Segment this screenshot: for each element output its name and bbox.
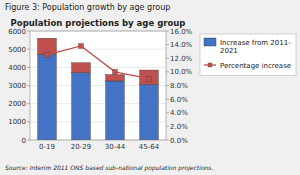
tick-label: 12.0%	[170, 55, 193, 63]
tick-label: 0	[22, 137, 26, 145]
tick-label: 6.0%	[170, 96, 188, 104]
source-note: Source: Interim 2011 ONS based sub-natio…	[5, 164, 213, 172]
bar	[38, 38, 57, 54]
tick-mark	[166, 58, 169, 59]
tick-mark	[27, 49, 30, 50]
legend-frame	[200, 34, 296, 76]
tick-mark	[27, 85, 30, 86]
bar	[72, 63, 91, 73]
bar	[106, 81, 125, 140]
tick-mark	[27, 31, 30, 32]
tick-mark	[166, 99, 169, 100]
tick-mark	[166, 85, 169, 86]
tick-mark	[27, 140, 30, 141]
figure-label: Figure 3: Population growth by age group	[5, 3, 170, 12]
tick-label: 8.0%	[170, 82, 188, 90]
line	[47, 46, 149, 79]
legend-label-line: Increase from 2011-	[220, 39, 291, 47]
legend-swatch	[204, 38, 216, 46]
tick-mark	[27, 67, 30, 68]
marks	[38, 38, 159, 140]
tick-label: 4.0%	[170, 109, 188, 117]
marker	[113, 69, 118, 74]
plot-area	[30, 31, 166, 140]
legend: Increase from 2011-2021 Percentage increa…	[200, 34, 296, 76]
tick-mark	[166, 126, 169, 127]
legend-label: Increase from 2011-2021	[220, 39, 291, 56]
tick-label: 45-64	[139, 143, 160, 151]
tick-label: 30-44	[105, 143, 126, 151]
tick-label: 0-19	[39, 143, 55, 151]
chart: Figure 3: Population growth by age group…	[0, 0, 300, 175]
tick-label: 10.0%	[170, 68, 193, 76]
plot-frame	[30, 31, 166, 140]
title: Population projections by age group	[11, 18, 186, 28]
background	[0, 0, 300, 175]
legend-swatch	[208, 63, 212, 67]
tick-mark	[166, 140, 169, 141]
marker	[147, 76, 152, 81]
tick-label: 14.0%	[170, 41, 193, 49]
tick-label: 4000	[8, 64, 26, 72]
tick-mark	[166, 31, 169, 32]
tick-label: 2000	[8, 100, 26, 108]
tick-label: 5000	[8, 46, 26, 54]
tick-mark	[27, 103, 30, 104]
legend-label-line: Percentage increase	[220, 62, 291, 70]
tick-label: 3000	[8, 82, 26, 90]
tick-label: 1000	[8, 118, 26, 126]
legend-label-line: 2021	[220, 47, 238, 55]
tick-label: 0.0%	[170, 137, 188, 145]
marker	[79, 43, 84, 48]
bar	[140, 85, 159, 140]
marker	[45, 52, 50, 57]
tick-mark	[166, 71, 169, 72]
bar	[38, 55, 57, 140]
tick-label: 2.0%	[170, 123, 188, 131]
legend-label: Percentage increase	[220, 62, 291, 70]
tick-label: 16.0%	[170, 28, 193, 36]
tick-mark	[27, 121, 30, 122]
tick-label: 20-29	[71, 143, 91, 151]
tick-mark	[166, 112, 169, 113]
bar	[72, 73, 91, 140]
tick-label: 6000	[8, 28, 26, 36]
bar	[106, 75, 125, 81]
tick-mark	[166, 44, 169, 45]
